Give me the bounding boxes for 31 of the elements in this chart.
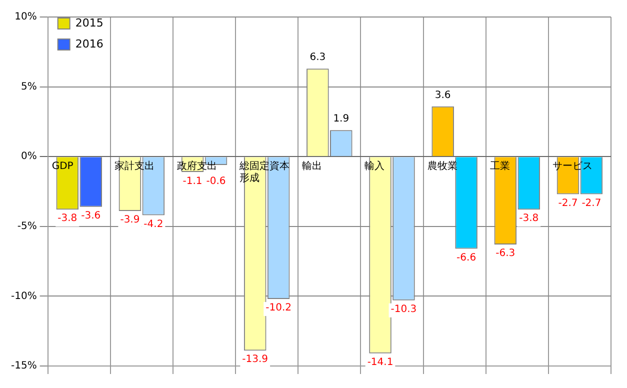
x-tick-label: 輸出 xyxy=(302,160,322,172)
data-label: -3.8 xyxy=(519,213,539,224)
data-label: -1.1 xyxy=(182,176,202,188)
y-tick-label: -15% xyxy=(10,360,37,372)
legend-label: 2015 xyxy=(75,16,104,30)
data-label: -0.6 xyxy=(206,176,226,188)
x-tick-label: 政府支出 xyxy=(176,160,217,172)
data-label: 6.3 xyxy=(310,52,326,64)
x-tick-label: 輸入 xyxy=(364,160,385,172)
data-label: -4.2 xyxy=(144,218,164,230)
data-label: 1.9 xyxy=(333,114,350,125)
data-label: -3.9 xyxy=(120,214,140,226)
y-tick-label: 10% xyxy=(14,12,37,23)
data-label: -3.8 xyxy=(58,213,78,224)
data-label: -2.7 xyxy=(558,198,578,209)
data-label: -2.7 xyxy=(582,198,602,209)
y-tick-label: 0% xyxy=(20,151,37,162)
data-label: -13.9 xyxy=(242,354,268,366)
data-label: -10.3 xyxy=(390,304,417,315)
x-tick-label: 家計支出 xyxy=(114,160,154,172)
data-label: -6.3 xyxy=(496,248,516,260)
data-label: -3.6 xyxy=(81,210,101,222)
data-label: -6.6 xyxy=(456,252,476,264)
legend-label: 2016 xyxy=(75,37,104,50)
data-label: -14.1 xyxy=(367,357,394,368)
x-tick-label: 総固定資本形成 xyxy=(238,160,290,184)
y-tick-label: 5% xyxy=(20,81,37,92)
y-tick-label: -10% xyxy=(10,290,37,302)
data-label: -10.2 xyxy=(266,302,292,314)
y-tick-label: -5% xyxy=(17,220,37,232)
data-label: 3.6 xyxy=(434,90,451,101)
